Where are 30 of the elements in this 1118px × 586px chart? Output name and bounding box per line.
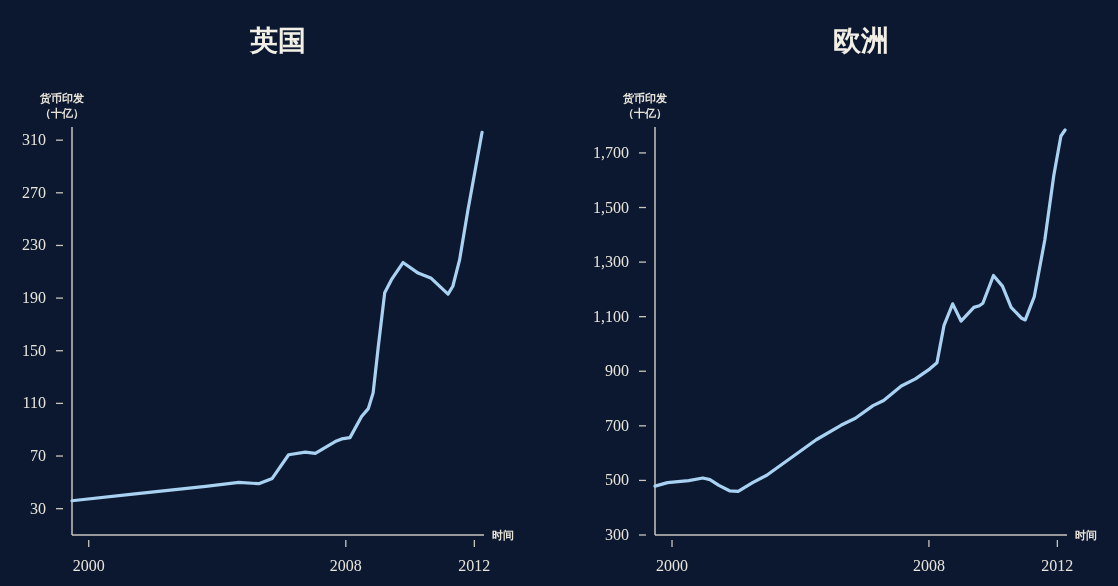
x-tick-label: 2000 xyxy=(72,557,105,574)
y-tick-label: 300 xyxy=(605,526,629,543)
y-tick-label: 700 xyxy=(605,416,629,434)
x-tick-label: 2012 xyxy=(458,557,491,574)
x-axis-title: 时间 xyxy=(1075,529,1097,541)
x-tick-label: 2012 xyxy=(1041,557,1074,574)
y-tick-label: 270 xyxy=(22,183,46,201)
y-axis-title: 货币印发（十亿） xyxy=(622,92,667,120)
y-tick-label: 900 xyxy=(605,362,629,380)
y-tick-label: 500 xyxy=(605,471,629,489)
y-tick-label: 30 xyxy=(30,499,46,517)
y-tick-label: 70 xyxy=(30,447,46,465)
y-axis-title: 货币印发（十亿） xyxy=(39,92,84,120)
chart-title: 欧洲 xyxy=(833,25,889,56)
line-series xyxy=(70,130,484,503)
y-tick-label: 1,300 xyxy=(593,253,629,271)
y-tick-label: 110 xyxy=(22,394,46,412)
y-tick-label: 230 xyxy=(22,236,46,254)
chart-title: 英国 xyxy=(249,25,306,56)
y-tick-label: 1,100 xyxy=(593,307,629,325)
y-tick-label: 190 xyxy=(22,289,46,307)
line-series xyxy=(653,128,1067,493)
x-tick-label: 2000 xyxy=(656,557,689,574)
y-tick-label: 310 xyxy=(22,131,46,149)
x-tick-label: 2008 xyxy=(912,557,945,574)
x-tick-label: 2008 xyxy=(329,557,362,574)
y-tick-label: 1,500 xyxy=(593,198,629,216)
x-axis-title: 时间 xyxy=(492,529,514,541)
y-tick-label: 150 xyxy=(22,341,46,359)
y-tick-label: 1,700 xyxy=(593,143,629,161)
